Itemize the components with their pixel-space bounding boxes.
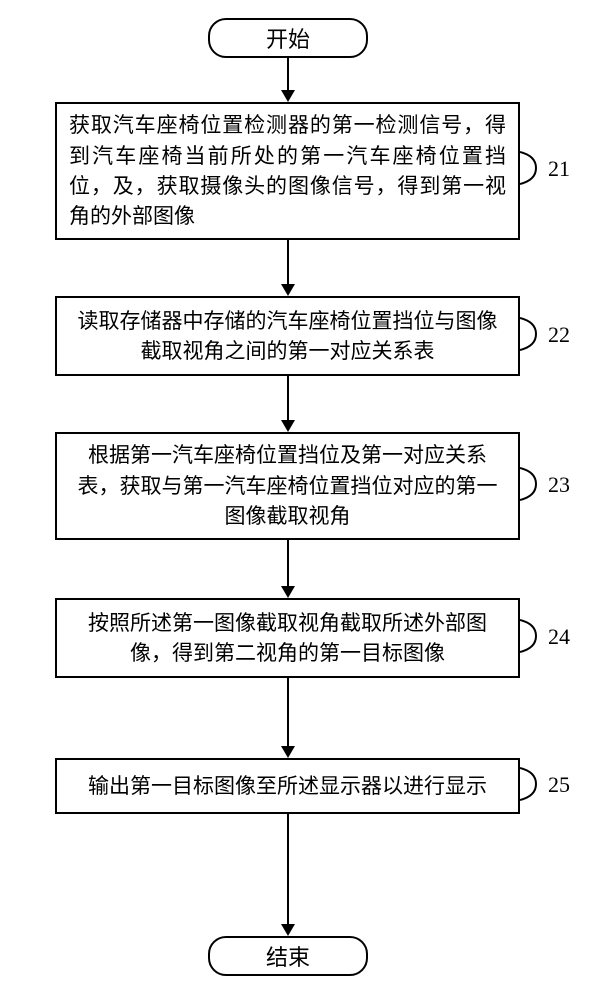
step-label-23: 23 <box>548 472 570 498</box>
arrow-head <box>281 420 295 432</box>
terminator-end-label: 结束 <box>266 940 310 972</box>
step-label-25: 25 <box>548 772 570 798</box>
process-text: 根据第一汽车座椅位置挡位及第一对应关系表，获取与第一汽车座椅位置挡位对应的第一图… <box>69 440 506 531</box>
process-step-25: 输出第一目标图像至所述显示器以进行显示 <box>55 758 520 814</box>
arrow-head <box>281 746 295 758</box>
terminator-start: 开始 <box>208 18 368 58</box>
process-text: 获取汽车座椅位置检测器的第一检测信号，得到汽车座椅当前所处的第一汽车座椅位置挡位… <box>69 110 506 232</box>
connector-23 <box>520 466 548 502</box>
arrow <box>287 58 289 91</box>
connector-25 <box>520 766 548 802</box>
arrow-head <box>281 284 295 296</box>
connector-22 <box>520 316 548 352</box>
process-step-23: 根据第一汽车座椅位置挡位及第一对应关系表，获取与第一汽车座椅位置挡位对应的第一图… <box>55 432 520 540</box>
process-text: 按照所述第一图像截取视角截取所述外部图像，得到第二视角的第一目标图像 <box>69 608 506 669</box>
connector-24 <box>520 618 548 654</box>
arrow-head <box>281 924 295 936</box>
process-text: 读取存储器中存储的汽车座椅位置挡位与图像截取视角之间的第一对应关系表 <box>69 306 506 367</box>
step-label-21: 21 <box>548 156 570 182</box>
process-step-24: 按照所述第一图像截取视角截取所述外部图像，得到第二视角的第一目标图像 <box>55 598 520 678</box>
terminator-start-label: 开始 <box>266 22 310 54</box>
arrow <box>287 814 289 925</box>
connector-21 <box>520 150 548 186</box>
arrow <box>287 540 289 587</box>
step-label-22: 22 <box>548 322 570 348</box>
arrow-head <box>281 90 295 102</box>
arrow <box>287 678 289 747</box>
arrow <box>287 376 289 421</box>
process-step-21: 获取汽车座椅位置检测器的第一检测信号，得到汽车座椅当前所处的第一汽车座椅位置挡位… <box>55 102 520 240</box>
step-label-24: 24 <box>548 624 570 650</box>
arrow-head <box>281 586 295 598</box>
process-text: 输出第一目标图像至所述显示器以进行显示 <box>88 771 487 801</box>
flowchart-container: 开始 获取汽车座椅位置检测器的第一检测信号，得到汽车座椅当前所处的第一汽车座椅位… <box>0 0 616 1000</box>
terminator-end: 结束 <box>208 936 368 976</box>
process-step-22: 读取存储器中存储的汽车座椅位置挡位与图像截取视角之间的第一对应关系表 <box>55 296 520 376</box>
arrow <box>287 240 289 285</box>
